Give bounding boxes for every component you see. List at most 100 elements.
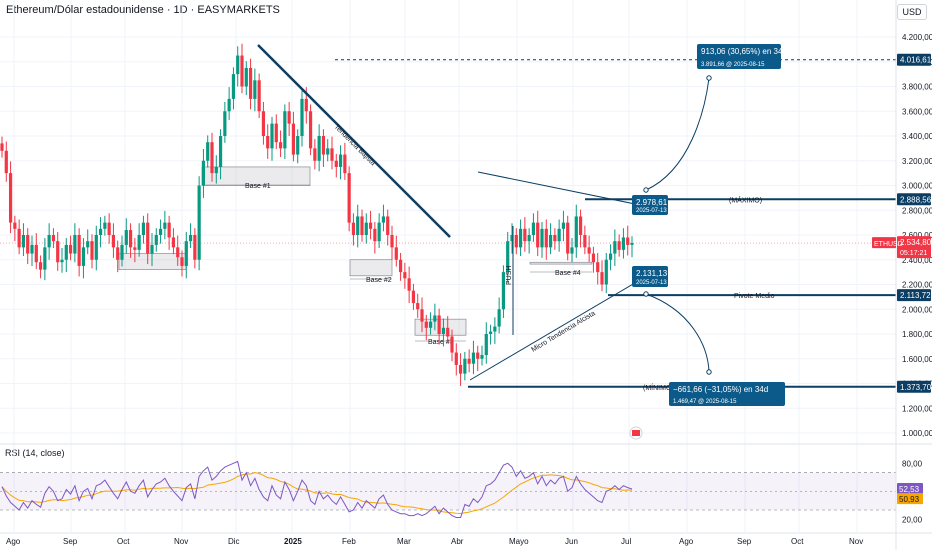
candle-body — [291, 123, 296, 155]
maximo-price-tag-bg — [897, 193, 931, 206]
pivot-label: Pivote Medio — [734, 293, 775, 300]
symbol-tag-bg — [872, 237, 896, 249]
y-tick-label: 1.800,00 — [902, 330, 932, 339]
candle-body — [296, 136, 300, 155]
y-tick-label: 2.000,00 — [902, 305, 932, 314]
candle-body — [587, 247, 591, 254]
candle-body — [261, 111, 266, 136]
candle-body — [596, 262, 600, 273]
rsi-line — [1, 460, 633, 518]
candle-body — [476, 352, 480, 359]
y-tick-label: 4.200,00 — [902, 33, 932, 42]
candle-body — [218, 136, 223, 167]
candle-body — [90, 241, 94, 260]
candle-body — [17, 228, 21, 248]
y-tick-label: 2.400,00 — [902, 256, 932, 265]
y-tick-label: 3.600,00 — [902, 107, 932, 116]
x-tick-label: Nov — [849, 537, 863, 546]
base-label: Base #2 — [366, 277, 392, 284]
candle-body — [334, 160, 338, 167]
candle-body — [188, 235, 193, 242]
candle-body — [523, 228, 527, 242]
candle-body — [540, 228, 544, 248]
candle-body — [107, 222, 111, 235]
base-label: Base #4 — [555, 270, 581, 277]
candle-body — [308, 111, 313, 149]
candle-body — [167, 222, 171, 238]
x-tick-label: Ago — [6, 537, 21, 546]
candle-body — [373, 228, 377, 242]
pivot-price-tag-bg — [897, 289, 931, 302]
candle-body — [278, 142, 283, 149]
candle-body — [158, 228, 163, 235]
candle-body — [81, 247, 86, 266]
candle-body — [467, 358, 471, 364]
up-projection-curve — [645, 77, 710, 191]
y-tick-label: 3.800,00 — [902, 83, 932, 92]
bearish-trendline — [257, 44, 451, 238]
x-tick-label: Sep — [737, 537, 752, 546]
candle-body — [510, 235, 514, 242]
projection-node — [706, 75, 712, 81]
candle-body — [77, 235, 81, 266]
x-tick-label: Dic — [228, 537, 240, 546]
candle-body — [0, 143, 4, 151]
candle-body — [381, 216, 386, 223]
candle-body — [240, 55, 244, 87]
candle-body — [617, 241, 621, 250]
candle-body — [30, 244, 34, 254]
candle-body — [493, 326, 497, 332]
candle-body — [536, 222, 540, 248]
rsi-title: RSI (14, close) — [5, 448, 65, 458]
candle-body — [283, 111, 287, 149]
rsi-tick-20: 20,00 — [902, 515, 923, 524]
y-tick-label: 2.600,00 — [902, 231, 932, 240]
pivot-callout: 2.131,13 2025-07-13 — [632, 266, 668, 287]
candle-body — [150, 244, 154, 254]
x-tick-label: Mayo — [509, 537, 529, 546]
candle-body — [26, 235, 30, 254]
rsi-ma-tag: 50,93 — [899, 495, 920, 504]
candle-body — [608, 253, 613, 260]
candle-body — [180, 257, 184, 266]
candle-body — [321, 136, 326, 155]
candle-body — [184, 241, 188, 266]
candle-body — [304, 98, 308, 112]
candle-body — [56, 241, 60, 263]
candle-body — [416, 303, 420, 310]
candle-body — [266, 136, 270, 149]
maximo-label: (MÁXIMO) — [729, 195, 762, 204]
candle-body — [364, 222, 368, 235]
candle-body — [34, 244, 38, 263]
target-price-tag-bg — [897, 53, 931, 66]
currency-button[interactable]: USD — [897, 4, 927, 20]
candle-body — [270, 123, 274, 149]
micro-trendline — [469, 279, 641, 381]
candle-body — [553, 235, 557, 242]
candle-body — [43, 247, 47, 270]
candle-body — [214, 166, 218, 174]
candle-body — [8, 173, 13, 223]
candle-body — [420, 309, 424, 322]
projection-node — [643, 291, 649, 297]
candle-body — [13, 222, 17, 229]
micro-trend-label: Micro Tendencia Alcista — [530, 310, 596, 354]
y-tick-label: 3.000,00 — [902, 182, 932, 191]
current-price-tag-countdown: 05:17:21 — [900, 250, 927, 257]
candle-body — [4, 150, 8, 174]
minimo-label: (MÍNIMO) — [643, 383, 674, 392]
candles — [0, 43, 634, 386]
candle-body — [446, 327, 450, 337]
down-projection-curve — [645, 293, 710, 373]
max-callout-value: 2.978,61 — [636, 198, 668, 207]
candle-body — [133, 247, 137, 250]
target-price-tag: 4.016,61 — [900, 56, 932, 65]
candle-body — [210, 142, 214, 174]
candle-body — [484, 334, 488, 356]
down-target-callout-sub: 1.469,47 @ 2025-08-15 — [673, 399, 737, 405]
candle-body — [471, 352, 476, 364]
candle-body — [313, 148, 317, 161]
candle-body — [223, 111, 227, 136]
